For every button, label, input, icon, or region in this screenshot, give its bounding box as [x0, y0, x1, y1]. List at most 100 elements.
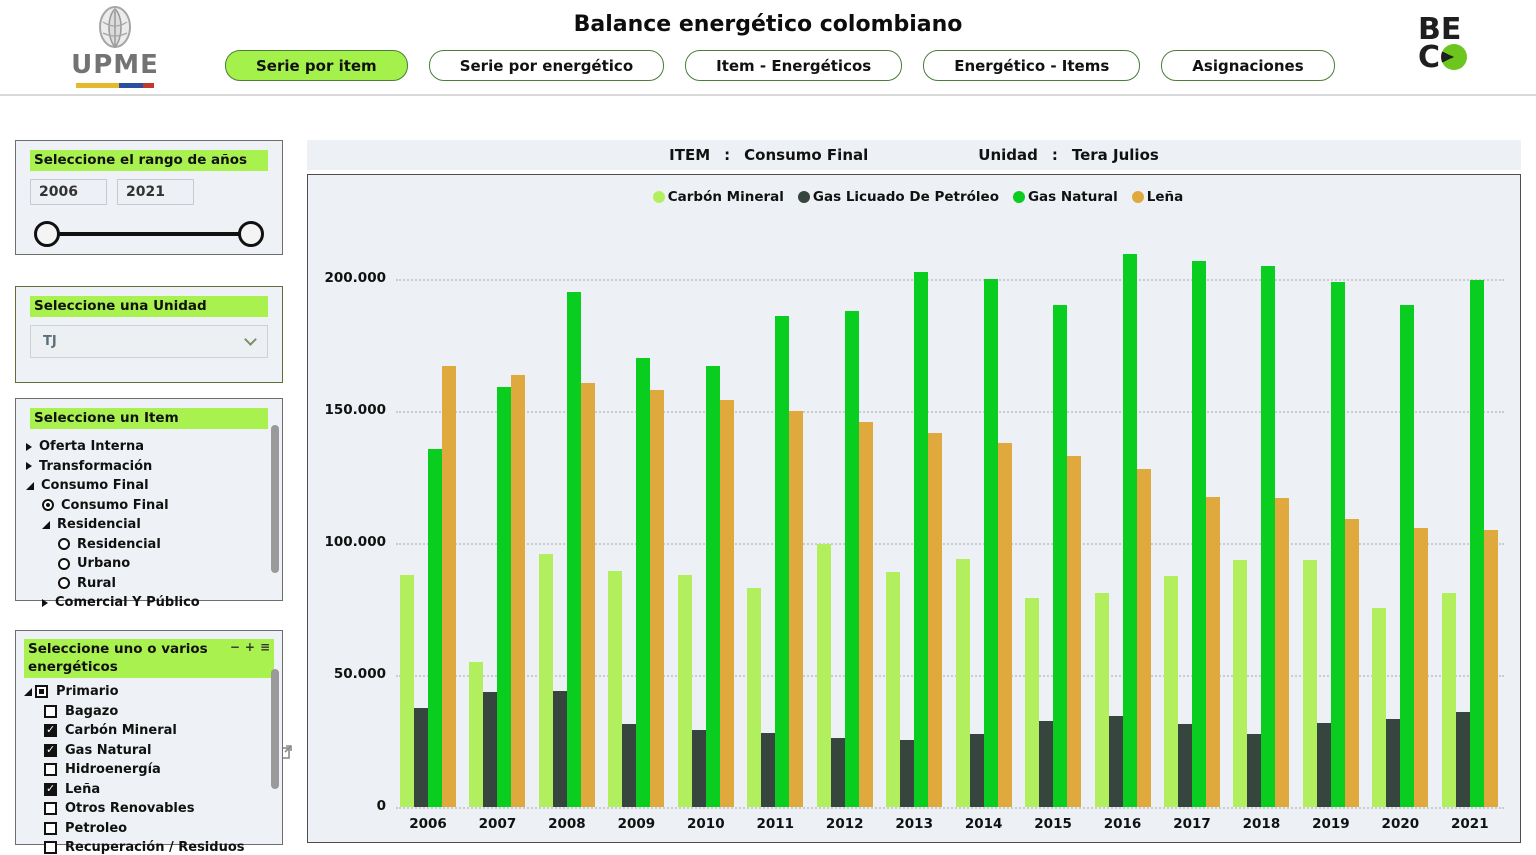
- bar-gas-natural-2018[interactable]: [1261, 266, 1275, 807]
- bar-len-a-2020[interactable]: [1414, 528, 1428, 807]
- tab-item-energe-ticos[interactable]: Item - Energéticos: [685, 50, 902, 81]
- bar-carbo-n-mineral-2009[interactable]: [608, 571, 622, 807]
- bar-carbo-n-mineral-2016[interactable]: [1095, 593, 1109, 807]
- item-tree-node-consumo-final[interactable]: Consumo Final: [22, 495, 276, 515]
- bar-carbo-n-mineral-2007[interactable]: [469, 662, 483, 807]
- bar-gas-natural-2021[interactable]: [1470, 280, 1484, 807]
- unit-dropdown[interactable]: TJ: [30, 325, 268, 358]
- item-tree-node-consumo-final[interactable]: Consumo Final: [22, 476, 276, 496]
- menu-icon[interactable]: ≡: [260, 640, 270, 656]
- bar-len-a-2021[interactable]: [1484, 530, 1498, 807]
- tab-serie-por-item[interactable]: Serie por item: [225, 50, 408, 81]
- bar-len-a-2014[interactable]: [998, 443, 1012, 807]
- slider-handle-min[interactable]: [34, 221, 60, 247]
- bar-gas-licuado-de-petro-leo-2010[interactable]: [692, 730, 706, 807]
- bar-gas-licuado-de-petro-leo-2007[interactable]: [483, 692, 497, 807]
- bar-carbo-n-mineral-2014[interactable]: [956, 559, 970, 807]
- bar-gas-licuado-de-petro-leo-2018[interactable]: [1247, 734, 1261, 807]
- expand-all-icon[interactable]: +: [245, 640, 255, 656]
- bar-len-a-2013[interactable]: [928, 433, 942, 807]
- energetic-node-bagazo[interactable]: Bagazo: [22, 702, 276, 722]
- bar-len-a-2008[interactable]: [581, 383, 595, 807]
- tab-energe-tico-items[interactable]: Energético - Items: [923, 50, 1140, 81]
- bar-gas-natural-2019[interactable]: [1331, 282, 1345, 807]
- x-axis-tick-label: 2020: [1382, 816, 1420, 832]
- bar-gas-natural-2009[interactable]: [636, 358, 650, 807]
- bar-carbo-n-mineral-2013[interactable]: [886, 572, 900, 807]
- collapse-all-icon[interactable]: −: [230, 640, 240, 656]
- energetic-node-recuperacio-n-residuos[interactable]: Recuperación / Residuos: [22, 838, 276, 855]
- bar-gas-licuado-de-petro-leo-2006[interactable]: [414, 708, 428, 807]
- item-tree-node-residencial[interactable]: Residencial: [22, 515, 276, 535]
- bar-gas-licuado-de-petro-leo-2020[interactable]: [1386, 719, 1400, 807]
- bar-gas-natural-2006[interactable]: [428, 449, 442, 807]
- item-tree-node-urbano[interactable]: Urbano: [22, 554, 276, 574]
- bar-gas-licuado-de-petro-leo-2014[interactable]: [970, 734, 984, 807]
- bar-gas-natural-2020[interactable]: [1400, 305, 1414, 807]
- item-tree-scrollbar[interactable]: [271, 425, 279, 573]
- bar-carbo-n-mineral-2020[interactable]: [1372, 608, 1386, 807]
- bar-gas-licuado-de-petro-leo-2017[interactable]: [1178, 724, 1192, 807]
- bar-gas-licuado-de-petro-leo-2012[interactable]: [831, 738, 845, 807]
- energetic-node-otros-renovables[interactable]: Otros Renovables: [22, 799, 276, 819]
- year-from-input[interactable]: [30, 179, 107, 205]
- bar-carbo-n-mineral-2015[interactable]: [1025, 598, 1039, 807]
- bar-gas-natural-2013[interactable]: [914, 272, 928, 807]
- energetic-node-hidroenergi-a[interactable]: Hidroenergía: [22, 760, 276, 780]
- bar-carbo-n-mineral-2006[interactable]: [400, 575, 414, 807]
- bar-gas-licuado-de-petro-leo-2009[interactable]: [622, 724, 636, 807]
- bar-len-a-2012[interactable]: [859, 422, 873, 807]
- expanded-arrow-icon: [26, 482, 34, 490]
- bar-carbo-n-mineral-2010[interactable]: [678, 575, 692, 807]
- bar-len-a-2006[interactable]: [442, 366, 456, 807]
- slider-handle-max[interactable]: [238, 221, 264, 247]
- item-tree-node-residencial[interactable]: Residencial: [22, 534, 276, 554]
- tab-serie-por-energe-tico[interactable]: Serie por energético: [429, 50, 664, 81]
- bar-gas-licuado-de-petro-leo-2019[interactable]: [1317, 723, 1331, 807]
- bar-carbo-n-mineral-2017[interactable]: [1164, 576, 1178, 807]
- tab-asignaciones[interactable]: Asignaciones: [1161, 50, 1334, 81]
- energetic-node-petroleo[interactable]: Petroleo: [22, 819, 276, 839]
- bar-gas-licuado-de-petro-leo-2015[interactable]: [1039, 721, 1053, 807]
- year-range-slider[interactable]: [34, 221, 264, 247]
- bar-gas-natural-2017[interactable]: [1192, 261, 1206, 807]
- bar-gas-natural-2007[interactable]: [497, 387, 511, 807]
- energetic-tree-scrollbar[interactable]: [271, 669, 279, 789]
- bar-len-a-2016[interactable]: [1137, 469, 1151, 807]
- bar-len-a-2019[interactable]: [1345, 519, 1359, 807]
- energetic-node-carbo-n-mineral[interactable]: Carbón Mineral: [22, 721, 276, 741]
- bar-carbo-n-mineral-2012[interactable]: [817, 544, 831, 807]
- bar-carbo-n-mineral-2011[interactable]: [747, 588, 761, 807]
- bar-carbo-n-mineral-2021[interactable]: [1442, 593, 1456, 807]
- bar-carbo-n-mineral-2018[interactable]: [1233, 560, 1247, 807]
- year-to-input[interactable]: [117, 179, 194, 205]
- bar-gas-natural-2012[interactable]: [845, 311, 859, 807]
- bar-carbo-n-mineral-2008[interactable]: [539, 554, 553, 807]
- item-tree-node-comercial-y-pu-blico[interactable]: Comercial Y Público: [22, 593, 276, 613]
- energetic-node-gas-natural[interactable]: Gas Natural: [22, 741, 276, 761]
- bar-len-a-2009[interactable]: [650, 390, 664, 807]
- bar-gas-natural-2015[interactable]: [1053, 305, 1067, 807]
- bar-gas-natural-2011[interactable]: [775, 316, 789, 807]
- bar-gas-licuado-de-petro-leo-2021[interactable]: [1456, 712, 1470, 807]
- energetic-node-len-a[interactable]: Leña: [22, 780, 276, 800]
- bar-len-a-2011[interactable]: [789, 411, 803, 807]
- bar-gas-natural-2014[interactable]: [984, 279, 998, 807]
- bar-gas-licuado-de-petro-leo-2016[interactable]: [1109, 716, 1123, 807]
- bar-len-a-2018[interactable]: [1275, 498, 1289, 807]
- energetic-node-primario[interactable]: Primario: [22, 682, 276, 702]
- bar-len-a-2010[interactable]: [720, 400, 734, 807]
- bar-len-a-2015[interactable]: [1067, 456, 1081, 807]
- bar-gas-licuado-de-petro-leo-2008[interactable]: [553, 691, 567, 807]
- bar-gas-natural-2008[interactable]: [567, 292, 581, 807]
- item-tree-node-transformacio-n[interactable]: Transformación: [22, 456, 276, 476]
- bar-len-a-2007[interactable]: [511, 375, 525, 807]
- bar-gas-natural-2010[interactable]: [706, 366, 720, 807]
- bar-len-a-2017[interactable]: [1206, 497, 1220, 807]
- bar-gas-licuado-de-petro-leo-2011[interactable]: [761, 733, 775, 807]
- item-tree-node-oferta-interna[interactable]: Oferta Interna: [22, 437, 276, 457]
- bar-gas-licuado-de-petro-leo-2013[interactable]: [900, 740, 914, 807]
- bar-carbo-n-mineral-2019[interactable]: [1303, 560, 1317, 807]
- bar-gas-natural-2016[interactable]: [1123, 254, 1137, 807]
- item-tree-node-rural[interactable]: Rural: [22, 573, 276, 593]
